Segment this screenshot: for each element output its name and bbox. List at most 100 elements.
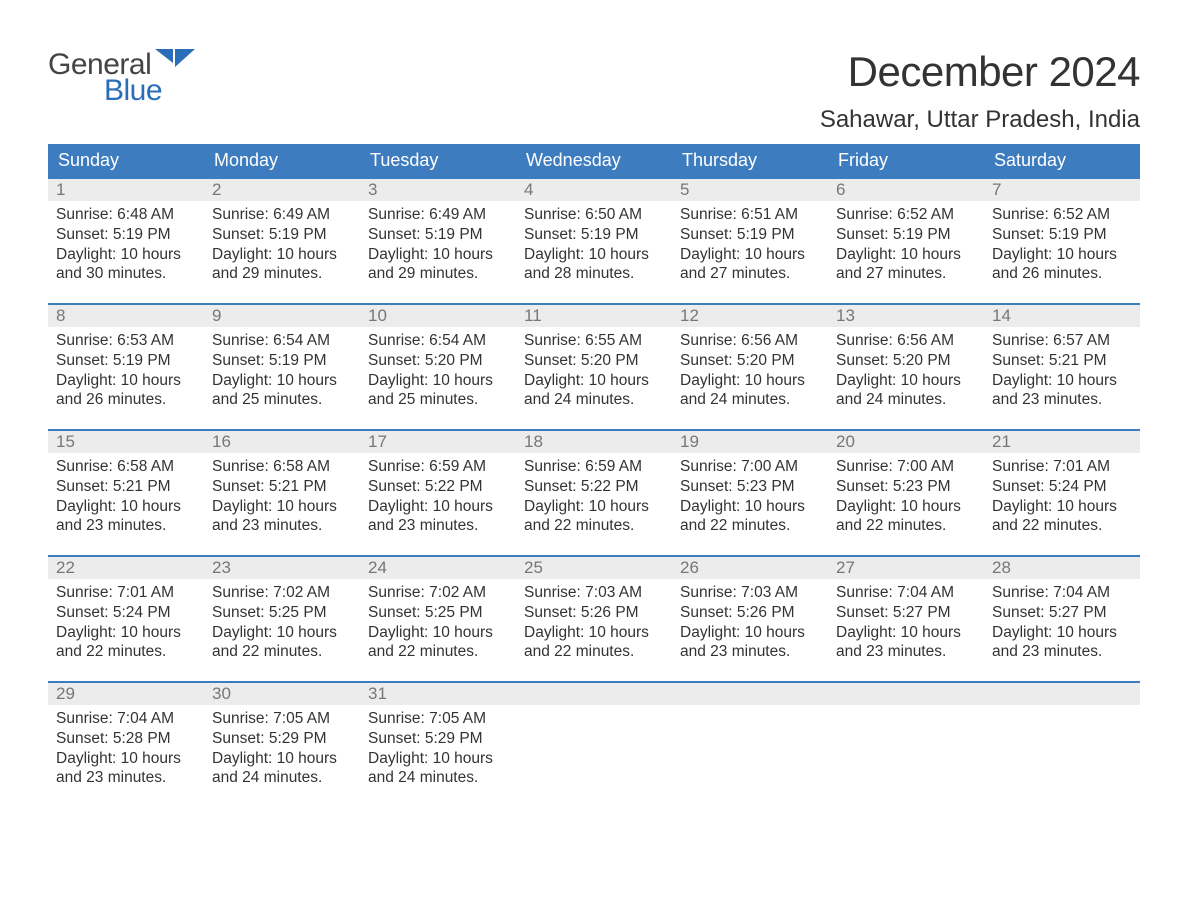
daylight-line: Daylight: 10 hours and 24 minutes. xyxy=(680,371,820,411)
day-number: 9 xyxy=(204,305,360,327)
weeks-container: 1Sunrise: 6:48 AMSunset: 5:19 PMDaylight… xyxy=(48,177,1140,805)
day-number: 23 xyxy=(204,557,360,579)
daylight-line: Daylight: 10 hours and 30 minutes. xyxy=(56,245,196,285)
calendar-day: 28Sunrise: 7:04 AMSunset: 5:27 PMDayligh… xyxy=(984,557,1140,679)
daylight-line: Daylight: 10 hours and 23 minutes. xyxy=(680,623,820,663)
day-number: 1 xyxy=(48,179,204,201)
sunrise-line: Sunrise: 6:58 AM xyxy=(56,457,196,477)
sunset-line: Sunset: 5:29 PM xyxy=(368,729,508,749)
sunset-line: Sunset: 5:22 PM xyxy=(524,477,664,497)
logo-flag-icon xyxy=(155,49,195,76)
sunrise-line: Sunrise: 6:55 AM xyxy=(524,331,664,351)
day-number: 30 xyxy=(204,683,360,705)
day-details: Sunrise: 7:04 AMSunset: 5:27 PMDaylight:… xyxy=(984,579,1140,670)
day-details: Sunrise: 6:49 AMSunset: 5:19 PMDaylight:… xyxy=(204,201,360,292)
sunrise-line: Sunrise: 6:54 AM xyxy=(212,331,352,351)
daylight-line: Daylight: 10 hours and 23 minutes. xyxy=(212,497,352,537)
calendar-day: 19Sunrise: 7:00 AMSunset: 5:23 PMDayligh… xyxy=(672,431,828,553)
day-details: Sunrise: 6:49 AMSunset: 5:19 PMDaylight:… xyxy=(360,201,516,292)
day-details: Sunrise: 6:56 AMSunset: 5:20 PMDaylight:… xyxy=(672,327,828,418)
calendar-day: 2Sunrise: 6:49 AMSunset: 5:19 PMDaylight… xyxy=(204,179,360,301)
sunset-line: Sunset: 5:20 PM xyxy=(368,351,508,371)
daylight-line: Daylight: 10 hours and 24 minutes. xyxy=(836,371,976,411)
header: General Blue December 2024 Sahawar, Utta… xyxy=(48,48,1140,134)
calendar-day: 8Sunrise: 6:53 AMSunset: 5:19 PMDaylight… xyxy=(48,305,204,427)
sunrise-line: Sunrise: 7:02 AM xyxy=(212,583,352,603)
daylight-line: Daylight: 10 hours and 23 minutes. xyxy=(56,497,196,537)
daylight-line: Daylight: 10 hours and 22 minutes. xyxy=(212,623,352,663)
sunset-line: Sunset: 5:19 PM xyxy=(368,225,508,245)
day-number: 19 xyxy=(672,431,828,453)
day-number: 24 xyxy=(360,557,516,579)
day-number: 27 xyxy=(828,557,984,579)
sunrise-line: Sunrise: 7:03 AM xyxy=(680,583,820,603)
day-details: Sunrise: 7:05 AMSunset: 5:29 PMDaylight:… xyxy=(204,705,360,796)
daylight-line: Daylight: 10 hours and 27 minutes. xyxy=(836,245,976,285)
day-details: Sunrise: 7:03 AMSunset: 5:26 PMDaylight:… xyxy=(672,579,828,670)
sunrise-line: Sunrise: 6:48 AM xyxy=(56,205,196,225)
day-number: 20 xyxy=(828,431,984,453)
day-number: 4 xyxy=(516,179,672,201)
sunrise-line: Sunrise: 6:49 AM xyxy=(212,205,352,225)
sunrise-line: Sunrise: 6:59 AM xyxy=(368,457,508,477)
sunrise-line: Sunrise: 7:00 AM xyxy=(680,457,820,477)
daylight-line: Daylight: 10 hours and 29 minutes. xyxy=(212,245,352,285)
sunset-line: Sunset: 5:21 PM xyxy=(212,477,352,497)
sunset-line: Sunset: 5:19 PM xyxy=(56,351,196,371)
day-number: 5 xyxy=(672,179,828,201)
sunset-line: Sunset: 5:26 PM xyxy=(680,603,820,623)
calendar-day: . xyxy=(672,683,828,805)
sunrise-line: Sunrise: 7:02 AM xyxy=(368,583,508,603)
daylight-line: Daylight: 10 hours and 25 minutes. xyxy=(212,371,352,411)
calendar-day: 5Sunrise: 6:51 AMSunset: 5:19 PMDaylight… xyxy=(672,179,828,301)
day-number: 25 xyxy=(516,557,672,579)
day-number: 28 xyxy=(984,557,1140,579)
calendar-day: 10Sunrise: 6:54 AMSunset: 5:20 PMDayligh… xyxy=(360,305,516,427)
day-details: Sunrise: 6:48 AMSunset: 5:19 PMDaylight:… xyxy=(48,201,204,292)
sunset-line: Sunset: 5:20 PM xyxy=(524,351,664,371)
sunset-line: Sunset: 5:27 PM xyxy=(992,603,1132,623)
daylight-line: Daylight: 10 hours and 23 minutes. xyxy=(836,623,976,663)
day-details: Sunrise: 6:52 AMSunset: 5:19 PMDaylight:… xyxy=(984,201,1140,292)
sunset-line: Sunset: 5:29 PM xyxy=(212,729,352,749)
day-number: 7 xyxy=(984,179,1140,201)
daylight-line: Daylight: 10 hours and 23 minutes. xyxy=(992,623,1132,663)
sunset-line: Sunset: 5:19 PM xyxy=(836,225,976,245)
calendar-week: 8Sunrise: 6:53 AMSunset: 5:19 PMDaylight… xyxy=(48,303,1140,427)
sunset-line: Sunset: 5:26 PM xyxy=(524,603,664,623)
sunrise-line: Sunrise: 6:52 AM xyxy=(992,205,1132,225)
day-number: 3 xyxy=(360,179,516,201)
day-details: Sunrise: 7:00 AMSunset: 5:23 PMDaylight:… xyxy=(828,453,984,544)
weekday-header: Wednesday xyxy=(516,144,672,177)
daylight-line: Daylight: 10 hours and 28 minutes. xyxy=(524,245,664,285)
day-details: Sunrise: 7:03 AMSunset: 5:26 PMDaylight:… xyxy=(516,579,672,670)
day-number: 14 xyxy=(984,305,1140,327)
sunrise-line: Sunrise: 6:57 AM xyxy=(992,331,1132,351)
calendar-week: 29Sunrise: 7:04 AMSunset: 5:28 PMDayligh… xyxy=(48,681,1140,805)
calendar-day: 12Sunrise: 6:56 AMSunset: 5:20 PMDayligh… xyxy=(672,305,828,427)
sunset-line: Sunset: 5:20 PM xyxy=(836,351,976,371)
logo-text-blue: Blue xyxy=(104,74,195,108)
day-number: 8 xyxy=(48,305,204,327)
day-number: . xyxy=(828,683,984,705)
sunrise-line: Sunrise: 7:01 AM xyxy=(992,457,1132,477)
day-details: Sunrise: 7:00 AMSunset: 5:23 PMDaylight:… xyxy=(672,453,828,544)
sunset-line: Sunset: 5:20 PM xyxy=(680,351,820,371)
sunrise-line: Sunrise: 6:59 AM xyxy=(524,457,664,477)
sunrise-line: Sunrise: 6:52 AM xyxy=(836,205,976,225)
sunrise-line: Sunrise: 6:54 AM xyxy=(368,331,508,351)
daylight-line: Daylight: 10 hours and 24 minutes. xyxy=(368,749,508,789)
day-number: 26 xyxy=(672,557,828,579)
day-number: 11 xyxy=(516,305,672,327)
day-number: . xyxy=(672,683,828,705)
calendar-week: 15Sunrise: 6:58 AMSunset: 5:21 PMDayligh… xyxy=(48,429,1140,553)
day-number: 2 xyxy=(204,179,360,201)
weekday-header: Sunday xyxy=(48,144,204,177)
day-details: Sunrise: 7:04 AMSunset: 5:27 PMDaylight:… xyxy=(828,579,984,670)
sunset-line: Sunset: 5:25 PM xyxy=(212,603,352,623)
day-details: Sunrise: 6:55 AMSunset: 5:20 PMDaylight:… xyxy=(516,327,672,418)
calendar-day: 1Sunrise: 6:48 AMSunset: 5:19 PMDaylight… xyxy=(48,179,204,301)
title-block: December 2024 Sahawar, Uttar Pradesh, In… xyxy=(820,48,1140,134)
day-number: 16 xyxy=(204,431,360,453)
calendar-day: 21Sunrise: 7:01 AMSunset: 5:24 PMDayligh… xyxy=(984,431,1140,553)
